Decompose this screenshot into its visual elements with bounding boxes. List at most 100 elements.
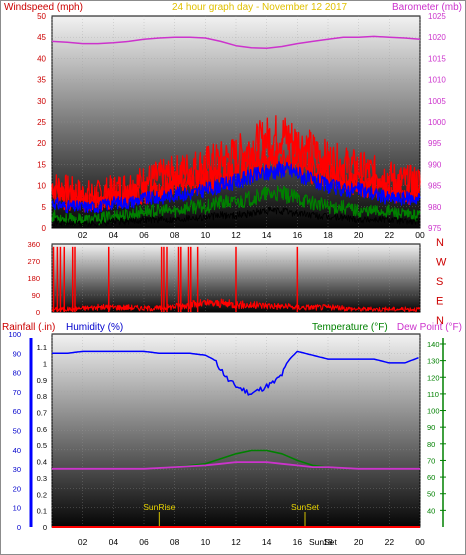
temperature-tick-label: 140 — [427, 340, 440, 349]
top-right-tick-label: 1005 — [428, 97, 446, 106]
top-right-tick-label: 1010 — [428, 76, 446, 85]
humidity-tick-label: 20 — [13, 484, 21, 493]
mid-left-tick-label: 90 — [32, 291, 40, 300]
rain-tick-label: 0.8 — [37, 392, 47, 401]
mid-direction-label: S — [436, 276, 443, 288]
humidity-tick-label: 100 — [8, 330, 21, 339]
humidity-tick-label: 10 — [13, 504, 21, 513]
top-x-tick-label: 10 — [201, 230, 211, 240]
bot-x-tick-label: 02 — [78, 537, 88, 547]
top-x-tick-label: 14 — [262, 230, 272, 240]
top-left-tick-label: 0 — [42, 224, 47, 233]
bot-humidity-axis-title: Humidity (%) — [66, 322, 123, 333]
windspeed-series-line — [51, 161, 421, 214]
bot-x-tick-label: 22 — [385, 537, 395, 547]
top-chart-title: 24 hour graph day - November 12 2017 — [172, 2, 348, 13]
bot-temperature-axis-title: Temperature (°F) — [312, 322, 388, 333]
humidity-tick-label: 50 — [13, 427, 21, 436]
rain-tick-label: 0.1 — [37, 507, 47, 516]
temperature-tick-label: 40 — [427, 506, 435, 515]
humidity-tick-label: 70 — [13, 388, 21, 397]
wind-direction-baseline — [51, 298, 421, 312]
top-x-tick-label: 06 — [139, 230, 149, 240]
temperature-tick-label: 130 — [427, 357, 440, 366]
rain-tick-label: 0.7 — [37, 409, 47, 418]
windmin-series-line — [52, 206, 421, 228]
bot-x-tick-label: 08 — [170, 537, 180, 547]
top-left-axis-title: Windspeed (mph) — [4, 2, 83, 13]
sun-annotation-label: SunSet — [291, 502, 320, 512]
top-left-tick-label: 5 — [42, 203, 47, 212]
barometer-series-line — [51, 35, 421, 49]
mid-left-tick-label: 180 — [27, 274, 40, 283]
bot-x-tick-label: 06 — [139, 537, 149, 547]
humidity-tick-label: 90 — [13, 349, 21, 358]
bot-x-tick-label: 00 — [415, 537, 425, 547]
wind-barometer-chart: Windspeed (mph) 24 hour graph day - Novem… — [4, 2, 462, 240]
bot-x-tick-label: 14 — [262, 537, 272, 547]
top-left-tick-label: 15 — [37, 160, 46, 169]
top-x-tick-label: 00 — [415, 230, 425, 240]
temperature-tick-label: 100 — [427, 407, 440, 416]
bot-x-tick-label: 12 — [231, 537, 241, 547]
rain-tick-label: 0.4 — [37, 458, 47, 467]
humidity-series-line — [52, 350, 419, 396]
rain-tick-label: 0.5 — [37, 441, 47, 450]
mid-direction-label: N — [436, 237, 444, 249]
top-left-tick-label: 40 — [37, 54, 46, 63]
mid-left-tick-label: 360 — [27, 240, 40, 249]
top-right-tick-label: 995 — [428, 139, 442, 148]
humidity-tick-label: 40 — [13, 446, 21, 455]
mid-direction-label: N — [436, 315, 444, 327]
top-left-tick-label: 30 — [37, 97, 46, 106]
rain-tick-label: 0.6 — [37, 425, 47, 434]
humidity-tick-label: 30 — [13, 465, 21, 474]
top-right-tick-label: 990 — [428, 160, 442, 169]
top-x-tick-label: 08 — [170, 230, 180, 240]
top-left-tick-label: 50 — [37, 12, 46, 21]
mid-left-tick-label: 0 — [36, 308, 40, 317]
top-left-tick-label: 20 — [37, 139, 46, 148]
top-x-tick-label: 04 — [109, 230, 119, 240]
mid-direction-label: W — [436, 257, 447, 269]
top-x-tick-label: 16 — [293, 230, 303, 240]
top-right-tick-label: 1025 — [428, 12, 446, 21]
rain-tick-label: 0.9 — [37, 376, 47, 385]
temperature-tick-label: 60 — [427, 473, 435, 482]
dewpoint-series-line — [52, 461, 420, 470]
rain-tick-label: 0 — [43, 523, 47, 532]
humidity-tick-label: 0 — [17, 523, 21, 532]
top-x-tick-label: 12 — [231, 230, 241, 240]
sun-annotation-label: SunRise — [143, 502, 175, 512]
bot-x-tick-label: 18 — [323, 537, 333, 547]
top-right-tick-label: 980 — [428, 203, 442, 212]
top-x-tick-label: 20 — [354, 230, 364, 240]
temperature-tick-label: 120 — [427, 373, 440, 382]
top-x-tick-label: 18 — [323, 230, 333, 240]
humidity-tick-label: 80 — [13, 369, 21, 378]
rain-tick-label: 0.3 — [37, 474, 47, 483]
temperature-tick-label: 90 — [427, 423, 435, 432]
top-x-tick-label: 22 — [385, 230, 395, 240]
temperature-tick-label: 70 — [427, 456, 435, 465]
top-left-tick-label: 35 — [37, 76, 46, 85]
top-right-tick-label: 975 — [428, 224, 442, 233]
mid-left-tick-label: 270 — [27, 257, 40, 266]
temperature-tick-label: 80 — [427, 440, 435, 449]
top-x-tick-label: 02 — [78, 230, 88, 240]
temperature-tick-label: 50 — [427, 490, 435, 499]
bot-x-tick-label: 04 — [109, 537, 119, 547]
rain-tick-label: 0.2 — [37, 490, 47, 499]
rain-tick-label: 1 — [43, 359, 47, 368]
windavg-series-line — [51, 185, 421, 226]
bot-rain-axis-title: Rainfall (.in) — [2, 322, 55, 333]
top-right-tick-label: 1000 — [428, 118, 446, 127]
top-right-tick-label: 985 — [428, 182, 442, 191]
top-left-tick-label: 10 — [37, 182, 46, 191]
top-left-tick-label: 25 — [37, 118, 46, 127]
humidity-tick-label: 60 — [13, 407, 21, 416]
bot-dewpoint-axis-title: Dew Point (°F) — [397, 322, 462, 333]
top-right-tick-label: 1015 — [428, 54, 446, 63]
